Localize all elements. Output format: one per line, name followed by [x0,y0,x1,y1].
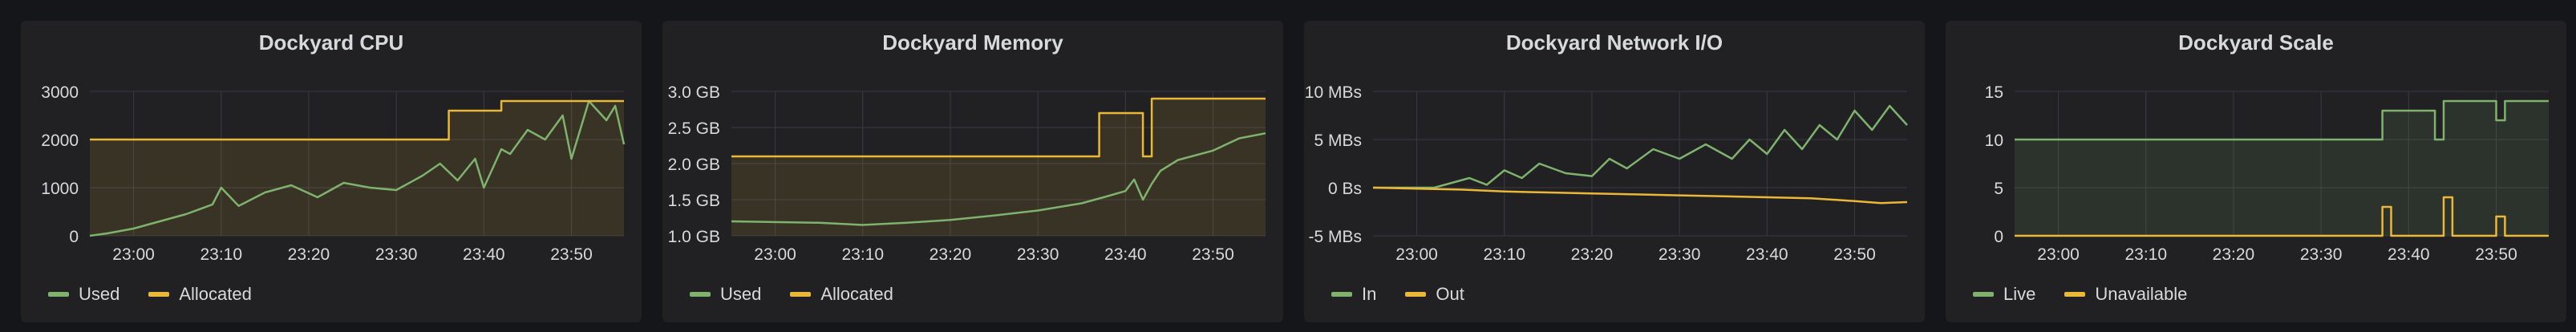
y-tick-label: 0 [1994,228,2003,246]
legend-swatch [1405,292,1427,297]
y-tick-label: 3.0 GB [668,83,720,102]
y-tick-label: 2.0 GB [668,156,720,174]
x-tick-label: 23:50 [550,245,593,264]
x-tick-label: 23:40 [2388,245,2430,264]
legend-item-unavailable[interactable]: Unavailable [2064,284,2187,305]
y-tick-label: 10 [1985,132,2003,150]
panel-title[interactable]: Dockyard Scale [2178,30,2334,55]
x-tick-label: 23:40 [1746,245,1788,264]
legend-label: Used [720,284,762,304]
y-tick-label: 2.5 GB [668,119,720,138]
y-tick-label: 5 [1994,180,2003,198]
chart-svg: 0 5 10 15 23:00 23:10 23:20 23:30 23:40 23:50 [1985,83,2549,264]
x-tick-label: 23:30 [1659,245,1701,264]
legend: In Out [1331,284,1464,305]
panel-dockyard-scale[interactable]: Dockyard Scale 0 5 10 15 23:00 23:10 23:20 23:3… [1946,21,2566,322]
x-tick-label: 23:30 [2300,245,2343,264]
legend-swatch [48,292,69,297]
x-tick-label: 23:20 [2213,245,2255,264]
legend-label: Used [79,284,120,304]
y-tick-label: 1.5 GB [668,192,720,210]
x-tick-label: 23:10 [1483,245,1525,264]
y-tick-label: 0 [69,228,79,246]
series-line-used [731,132,1266,226]
legend-label: Allocated [179,284,252,304]
series-line-in [1373,104,1908,189]
x-tick-label: 23:00 [1395,245,1438,264]
legend-label: In [1362,284,1377,304]
x-tick-label: 23:20 [930,245,972,264]
legend-swatch [790,292,812,297]
legend-swatch [148,292,170,297]
chart-svg: -5 MBs 0 Bs 5 MBs 10 MBs 23:00 23:10 23:20 23:3… [1305,83,1908,264]
legend-swatch [1331,292,1352,297]
legend-item-out[interactable]: Out [1405,284,1464,305]
y-tick-label: 2000 [41,132,79,150]
y-tick-label: 1.0 GB [668,228,720,246]
series-line-live [2015,99,2549,141]
x-tick-label: 23:20 [288,245,330,264]
x-tick-label: 23:00 [2037,245,2080,264]
series-area-allocated [90,101,624,236]
y-tick-label: 5 MBs [1314,132,1362,150]
x-tick-label: 23:10 [200,245,242,264]
chart-svg: 1.0 GB 1.5 GB 2.0 GB 2.5 GB 3.0 GB 23:00 23:10… [668,83,1266,264]
legend-label: Live [2003,284,2036,304]
x-tick-label: 23:30 [1017,245,1059,264]
legend-item-used[interactable]: Used [690,284,761,305]
x-tick-label: 23:40 [463,245,505,264]
legend-item-in[interactable]: In [1331,284,1376,305]
legend-item-live[interactable]: Live [1973,284,2035,305]
legend: Live Unavailable [1973,284,2187,305]
x-tick-label: 23:50 [1192,245,1234,264]
series-line-out [1372,186,1908,204]
x-tick-label: 23:10 [2124,245,2167,264]
series-line-unavailable [2015,196,2549,237]
legend-item-allocated[interactable]: Allocated [148,284,252,305]
x-tick-label: 23:50 [2475,245,2517,264]
x-tick-label: 23:10 [841,245,884,264]
series-line-used [89,99,626,237]
legend-item-used[interactable]: Used [48,284,119,305]
series-area-allocated [731,99,1266,236]
legend: Used Allocated [48,284,252,305]
x-tick-label: 23:00 [754,245,796,264]
series-line-allocated [731,97,1266,158]
y-tick-label: 15 [1985,83,2003,102]
panel-title[interactable]: Dockyard CPU [258,30,404,55]
legend: Used Allocated [690,284,893,305]
x-tick-label: 23:50 [1833,245,1876,264]
x-tick-label: 23:00 [112,245,155,264]
x-tick-label: 23:40 [1104,245,1147,264]
panel-title[interactable]: Dockyard Memory [882,30,1063,55]
series-line-allocated [90,99,624,141]
y-tick-label: 3000 [41,83,79,102]
legend-swatch [690,292,711,297]
y-tick-label: 1000 [41,180,79,198]
y-tick-label: 0 Bs [1328,180,1362,198]
y-tick-label: -5 MBs [1308,228,1362,246]
legend-label: Out [1436,284,1464,304]
legend-item-allocated[interactable]: Allocated [790,284,893,305]
chart-svg: 0 1000 2000 3000 23:00 23:10 23:20 23:30 23:40 23… [41,83,626,264]
panel-dockyard-memory[interactable]: Dockyard Memory 1.0 GB 1.5 GB 2.0 GB 2.5 GB… [662,21,1283,322]
series-area-live [2015,101,2549,236]
panel-dockyard-cpu[interactable]: Dockyard CPU 0 1000 2000 3000 23:00 23:10 23:2… [21,21,642,322]
legend-swatch [1973,292,1994,297]
x-tick-label: 23:20 [1571,245,1614,264]
legend-label: Unavailable [2095,284,2188,304]
panel-title[interactable]: Dockyard Network I/O [1505,30,1723,55]
legend-label: Allocated [820,284,893,304]
y-tick-label: 10 MBs [1305,83,1362,102]
panel-dockyard-network-io[interactable]: Dockyard Network I/O -5 MBs 0 Bs 5 MBs 10 M… [1304,21,1925,322]
x-tick-label: 23:30 [375,245,418,264]
legend-swatch [2064,292,2086,297]
